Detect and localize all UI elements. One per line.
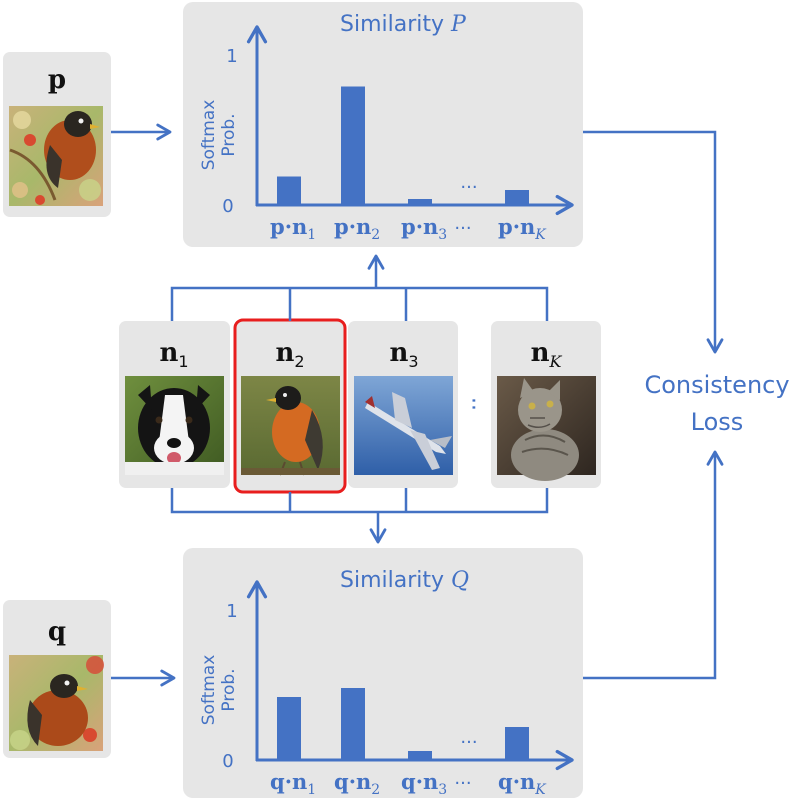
bar [505, 190, 529, 205]
similarity-p-panel: Similarity P 1 0 SoftmaxProb. ··· p·n1 p·n2 p·… [183, 2, 583, 247]
bar [408, 199, 432, 205]
robin-photo [241, 376, 340, 476]
x-tick-label: p·n3 [401, 214, 447, 243]
negatives-ellipsis: ·· [460, 397, 485, 411]
bar-chart-p: 1 0 SoftmaxProb. ··· p·n1 p·n2 p·n3 p·nK ··· [199, 25, 574, 243]
x-tick-label: q·nK [498, 769, 547, 798]
y-tick-label: 1 [226, 46, 237, 67]
similarity-q-panel: Similarity Q 1 0 SoftmaxProb. ··· q·n1 q·n2 q·… [183, 548, 583, 798]
negative-label: nK [531, 338, 563, 371]
svg-text:Consistency: Consistency [644, 371, 789, 399]
bar-chart-q: 1 0 SoftmaxProb. ··· q·n1 q·n2 q·n3 q·nK ··· [199, 580, 574, 798]
y-axis-label: SoftmaxProb. [199, 655, 239, 726]
negative-card-n2: n2 [233, 318, 347, 494]
negatives-row: n1 n2 [119, 318, 601, 494]
connectors [111, 123, 724, 687]
bar [277, 697, 301, 760]
negative-label: n2 [275, 338, 304, 371]
bar [341, 86, 365, 205]
negative-label: n1 [159, 338, 188, 371]
panel-title: Similarity Q [340, 568, 469, 593]
tabby-cat-photo [497, 376, 596, 481]
y-tick-label: 1 [226, 601, 237, 622]
negative-card-n1: n1 [119, 321, 230, 488]
border-collie-dog-photo [125, 376, 224, 475]
fighter-jet-photo [354, 376, 453, 475]
x-tick-label: q·n3 [401, 769, 447, 798]
svg-text:Loss: Loss [691, 408, 744, 436]
x-tick-label: p·n2 [334, 214, 380, 243]
arrow-p-to-loss [583, 130, 724, 354]
y-tick-label: 0 [222, 751, 233, 772]
negatives-bottom-bus [170, 488, 549, 514]
bar-ellipsis: ··· [460, 732, 477, 753]
robin-photo [9, 655, 104, 751]
negative-label: n3 [389, 338, 418, 371]
anchor-p-label: p [48, 65, 66, 95]
bar [408, 751, 432, 760]
bar [505, 727, 529, 760]
arrow-q-to-loss [583, 450, 724, 680]
anchor-p-card: p [3, 52, 111, 217]
negatives-top-bus [170, 286, 549, 321]
bar [277, 176, 301, 205]
negative-card-n3: n3 [348, 321, 458, 488]
panel-background [183, 2, 583, 247]
bar-ellipsis: ··· [460, 177, 477, 198]
anchor-q-label: q [48, 617, 66, 647]
x-tick-label: p·nK [498, 214, 547, 243]
negative-card-nK: nK [491, 321, 601, 488]
x-tick-ellipsis: ··· [454, 218, 471, 239]
x-tick-label: p·n1 [270, 214, 316, 243]
bar [341, 688, 365, 760]
x-tick-label: q·n2 [334, 769, 380, 798]
x-tick-ellipsis: ··· [454, 773, 471, 794]
robin-photo [9, 106, 103, 206]
y-tick-label: 0 [222, 196, 233, 217]
consistency-loss-label: Consistency Loss [644, 371, 789, 436]
y-axis-label: SoftmaxProb. [199, 100, 239, 171]
panel-title: Similarity P [340, 12, 467, 37]
x-tick-label: q·n1 [270, 769, 316, 798]
anchor-q-card: q [3, 600, 111, 758]
